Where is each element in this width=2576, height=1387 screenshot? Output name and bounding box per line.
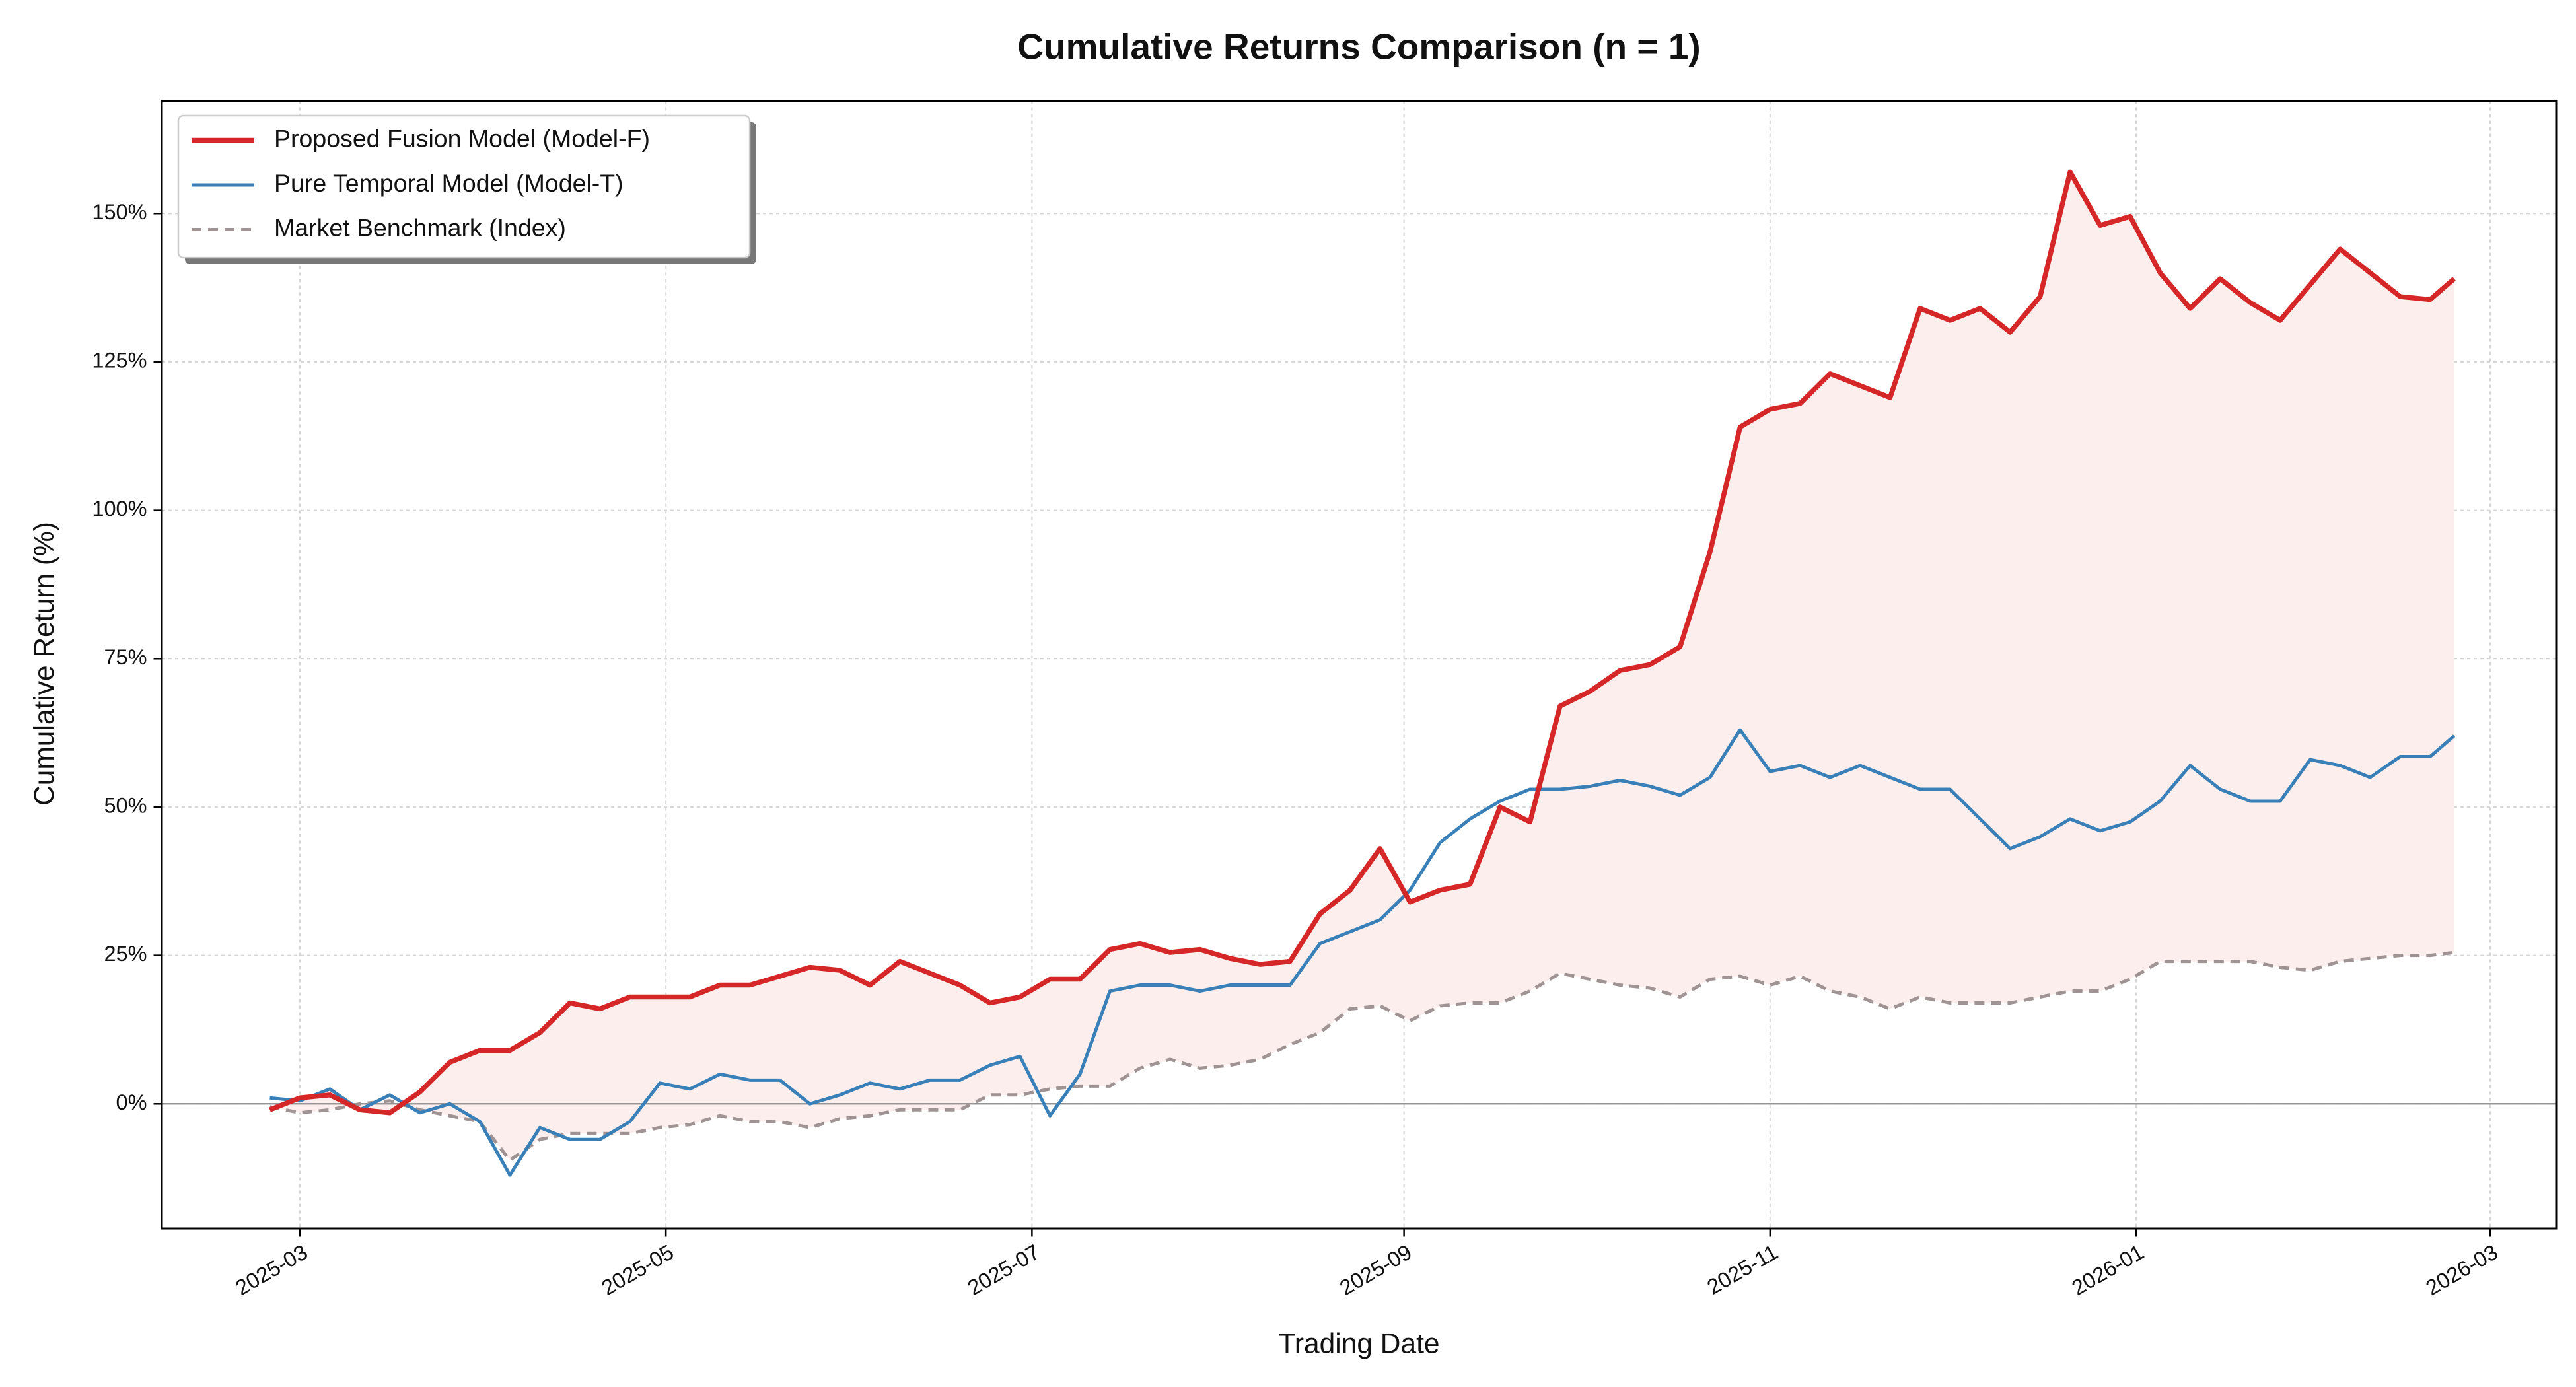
y-tick-label: 125% (92, 348, 147, 372)
plot-area: 0%25%50%75%100%125%150%2025-03 2025-05 202… (92, 100, 2558, 1300)
legend-label: Proposed Fusion Model (Model-F) (274, 124, 650, 152)
legend-label: Pure Temporal Model (Model-T) (274, 169, 624, 197)
series-line (269, 169, 2456, 1116)
legend-box (177, 114, 751, 259)
y-tick-label: 50% (104, 794, 147, 818)
y-tick-label: 150% (92, 200, 147, 224)
fill-between (269, 172, 2454, 1160)
legend-label: Market Benchmark (Index) (274, 213, 566, 241)
series-line (269, 728, 2456, 1177)
chart-title: Cumulative Returns Comparison (n = 1) (1017, 26, 1700, 67)
x-axis-label: Trading Date (1278, 1329, 1439, 1360)
series-line (269, 950, 2454, 1162)
y-tick-label: 25% (104, 942, 147, 966)
plot-frame (161, 100, 2558, 1230)
y-tick-label: 75% (104, 645, 147, 669)
y-axis-label: Cumulative Return (%) (29, 522, 60, 806)
y-tick-label: 0% (116, 1090, 147, 1114)
y-tick-label: 100% (92, 497, 147, 520)
legend: Proposed Fusion Model (Model-F) Pure Temp… (177, 114, 756, 264)
